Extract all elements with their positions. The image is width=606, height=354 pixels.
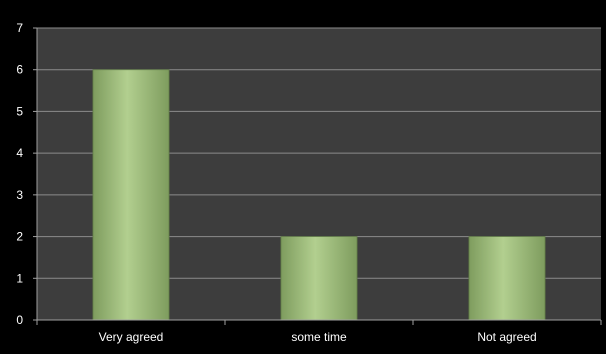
y-tick-label: 6 xyxy=(16,63,23,77)
x-tick-labels: Very agreed some time Not agreed xyxy=(99,330,537,344)
bar xyxy=(280,236,358,321)
y-tick-label: 4 xyxy=(16,146,23,160)
x-category-label: some time xyxy=(291,330,347,344)
x-category-label: Very agreed xyxy=(99,330,164,344)
axes xyxy=(33,27,602,325)
y-tick-label: 7 xyxy=(16,21,23,35)
y-tick-labels: 0 1 2 3 4 5 6 7 xyxy=(16,21,23,327)
y-tick-label: 2 xyxy=(16,230,23,244)
bar xyxy=(468,236,546,321)
y-tick-label: 3 xyxy=(16,188,23,202)
x-category-label: Not agreed xyxy=(477,330,536,344)
bar xyxy=(92,69,170,321)
y-tick-label: 5 xyxy=(16,104,23,118)
y-tick-label: 1 xyxy=(16,271,23,285)
y-tick-label: 0 xyxy=(16,313,23,327)
